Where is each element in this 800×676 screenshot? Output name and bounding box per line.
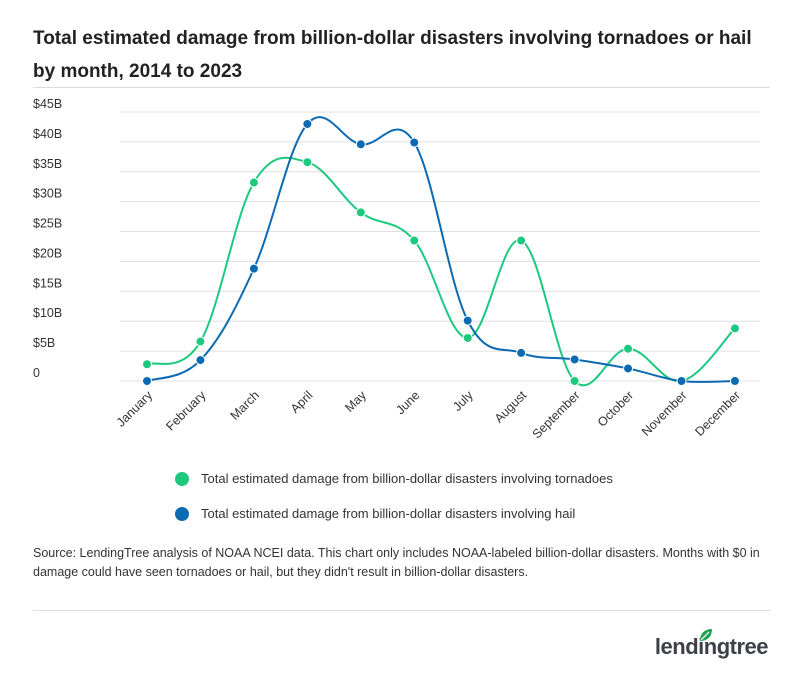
legend-item-tornadoes: Total estimated damage from billion-doll… — [175, 471, 613, 486]
data-point-tornadoes — [569, 376, 580, 386]
y-tick-label: $15B — [33, 276, 62, 290]
legend-marker-hail — [175, 506, 189, 521]
chart-title: Total estimated damage from billion-doll… — [33, 28, 752, 82]
x-tick-label: January — [114, 388, 156, 430]
data-point-tornadoes — [462, 332, 473, 343]
leaf-icon — [699, 629, 712, 641]
legend-item-hail: Total estimated damage from billion-doll… — [175, 506, 575, 521]
data-point-hail — [248, 263, 259, 274]
brand-name: lendingtree — [654, 634, 769, 659]
y-tick-label: $35B — [33, 157, 62, 171]
y-tick-label: $45B — [33, 97, 62, 111]
line-chart: 0 $5B $10B $15B $20B $25B $30B $35B $40B $45B Janu… — [33, 97, 760, 441]
y-tick-label: $25B — [33, 217, 62, 231]
x-tick-label: February — [163, 388, 209, 434]
data-point-hail — [302, 118, 313, 129]
data-point-hail — [355, 139, 366, 150]
data-point-hail — [623, 363, 634, 374]
footer-divider — [33, 610, 770, 611]
x-tick-label: May — [342, 388, 369, 415]
data-point-tornadoes — [248, 177, 259, 188]
x-tick-label: July — [450, 388, 476, 414]
data-point-hail — [729, 376, 740, 386]
data-point-tornadoes — [623, 343, 634, 354]
data-point-hail — [409, 137, 420, 148]
source-note: Source: LendingTree analysis of NOAA NCE… — [33, 546, 760, 579]
title-divider — [33, 87, 770, 88]
x-tick-label: December — [692, 388, 743, 439]
legend-label-hail: Total estimated damage from billion-doll… — [201, 506, 576, 521]
lendingtree-logo: lendingtree — [654, 629, 769, 660]
data-point-tornadoes — [355, 207, 366, 218]
x-tick-label: March — [228, 388, 262, 422]
y-tick-label: $30B — [33, 187, 62, 201]
x-tick-label: October — [595, 388, 636, 429]
data-point-tornadoes — [195, 336, 206, 347]
legend-label-tornadoes: Total estimated damage from billion-doll… — [201, 471, 613, 486]
x-tick-label: April — [288, 388, 316, 416]
data-point-tornadoes — [409, 235, 420, 246]
x-tick-label: November — [639, 388, 690, 439]
y-tick-label: $40B — [33, 127, 62, 141]
data-point-tornadoes — [516, 235, 527, 246]
data-point-tornadoes — [302, 157, 313, 168]
x-tick-label: June — [393, 388, 422, 417]
x-tick-label: September — [530, 388, 583, 441]
y-tick-label: $20B — [33, 246, 62, 260]
data-point-tornadoes — [729, 323, 740, 334]
data-point-hail — [142, 376, 152, 386]
series-line-hail — [146, 116, 735, 383]
data-point-hail — [676, 376, 687, 386]
data-point-tornadoes — [142, 359, 152, 370]
x-tick-label: August — [492, 388, 530, 426]
y-tick-label: $5B — [33, 336, 55, 350]
data-point-hail — [195, 355, 206, 366]
data-point-hail — [516, 347, 527, 358]
data-point-hail — [462, 315, 473, 326]
data-point-hail — [569, 354, 580, 365]
y-tick-label: $10B — [33, 306, 62, 320]
y-tick-label: 0 — [33, 366, 40, 380]
legend-marker-tornadoes — [175, 471, 189, 486]
